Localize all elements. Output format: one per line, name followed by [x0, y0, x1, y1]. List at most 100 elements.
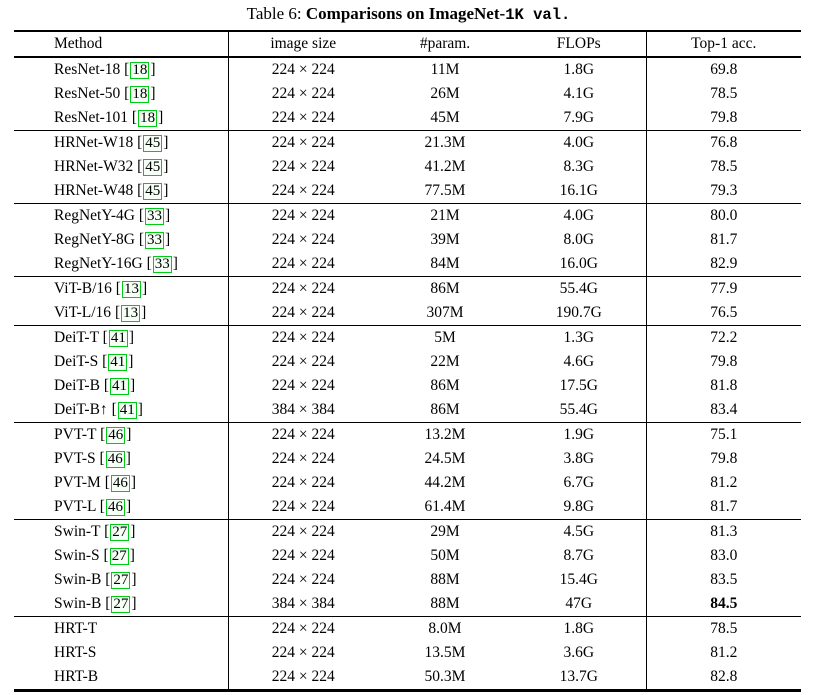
citation-open-bracket: [: [99, 547, 109, 564]
citation-close-bracket: ]: [131, 571, 137, 588]
citation-link[interactable]: 41: [108, 330, 128, 347]
cell-flops: 8.3G: [563, 158, 595, 175]
citation-link[interactable]: 45: [143, 159, 163, 176]
citation-open-bracket: [: [95, 450, 105, 467]
table-row: DeiT-B [41] 224 × 224 86M 17.5G 81.8: [14, 374, 801, 398]
citation-close-bracket: ]: [163, 182, 169, 199]
citation-link[interactable]: 27: [111, 596, 131, 613]
citation-link[interactable]: 45: [143, 135, 163, 152]
citation-link[interactable]: 41: [109, 378, 129, 395]
method-name: Swin-B: [54, 571, 102, 588]
cell-top1-acc: 83.5: [645, 568, 801, 592]
table-row: ResNet-18 [18] 224 × 224 11M 1.8G 69.8: [14, 57, 801, 82]
cell-method: HRNet-W18 [45]: [14, 130, 229, 155]
citation-link[interactable]: 33: [144, 208, 164, 225]
citation-open-bracket: [: [142, 255, 152, 272]
cell-method: ViT-L/16 [13]: [14, 301, 229, 326]
citation-open-bracket: [: [111, 304, 121, 321]
cell-flops: 4.0G: [512, 203, 646, 228]
cell-image-size: 224 × 224: [228, 276, 378, 301]
cell-top1-acc: 81.7: [645, 495, 801, 520]
citation-open-bracket: [: [98, 329, 108, 346]
cell-params: 86M: [430, 377, 460, 394]
citation-close-bracket: ]: [126, 426, 132, 443]
citation-link[interactable]: 33: [152, 256, 172, 273]
method-name: RegNetY-4G: [54, 207, 135, 224]
cell-image-size: 224 × 224: [271, 255, 335, 272]
cell-params: 41.2M: [424, 158, 466, 175]
col-header-flops: FLOPs: [556, 35, 601, 52]
citation-link[interactable]: 41: [108, 354, 128, 371]
cell-flops: 1.8G: [512, 616, 646, 641]
citation-link[interactable]: 46: [106, 427, 126, 444]
cell-method: PVT-L [46]: [14, 495, 229, 520]
cell-params: 307M: [426, 304, 464, 321]
table-row: ViT-B/16 [13] 224 × 224 86M 55.4G 77.9: [14, 276, 801, 301]
cell-top1-acc: 79.8: [645, 447, 801, 471]
citation-link[interactable]: 18: [130, 62, 150, 79]
citation-link[interactable]: 18: [138, 110, 158, 127]
method-name: PVT-T: [54, 426, 97, 443]
method-name: Swin-B: [54, 595, 102, 612]
cell-params: 5M: [378, 325, 512, 350]
cell-method: Swin-B [27]: [14, 568, 229, 592]
table-row: HRT-B 224 × 224 50.3M 13.7G 82.8: [14, 665, 801, 691]
table-row: PVT-S [46] 224 × 224 24.5M 3.8G 79.8: [14, 447, 801, 471]
citation-link[interactable]: 13: [121, 281, 141, 298]
cell-method: Swin-S [27]: [14, 544, 229, 568]
cell-method: HRT-S: [14, 641, 229, 665]
citation-link[interactable]: 27: [110, 524, 130, 541]
citation-link[interactable]: 46: [105, 451, 125, 468]
citation-link[interactable]: 18: [130, 86, 150, 103]
table-row: DeiT-B↑ [41] 384 × 384 86M 55.4G 83.4: [14, 398, 801, 423]
cell-method: ViT-B/16 [13]: [14, 276, 229, 301]
table-row: HRNet-W32 [45] 224 × 224 41.2M 8.3G 78.5: [14, 155, 801, 179]
method-name: PVT-S: [54, 450, 96, 467]
citation-link[interactable]: 27: [109, 548, 129, 565]
citation-link[interactable]: 27: [111, 572, 131, 589]
cell-top1-acc: 81.2: [645, 471, 801, 495]
col-header-top1-acc: Top-1 acc.: [645, 31, 801, 57]
citation-link[interactable]: 45: [143, 183, 163, 200]
cell-params: 21M: [378, 203, 512, 228]
cell-flops: 4.0G: [512, 130, 646, 155]
method-name: RegNetY-16G: [54, 255, 143, 272]
citation-open-bracket: [: [101, 595, 111, 612]
citation-close-bracket: ]: [129, 377, 136, 394]
cell-flops: 16.0G: [559, 255, 598, 272]
citation-link[interactable]: 46: [105, 499, 125, 516]
citation-close-bracket: ]: [130, 523, 136, 540]
citation-open-bracket: [: [133, 134, 143, 151]
table-row: Swin-B [27] 224 × 224 88M 15.4G 83.5: [14, 568, 801, 592]
cell-image-size: 224 × 224: [228, 422, 378, 447]
citation-open-bracket: [: [96, 426, 106, 443]
cell-flops: 4.6G: [563, 353, 595, 370]
cell-method: HRNet-W32 [45]: [14, 155, 229, 179]
cell-flops: 3.6G: [563, 644, 595, 661]
citation-link[interactable]: 46: [110, 475, 130, 492]
cell-top1-acc: 83.4: [645, 398, 801, 423]
method-name: ResNet-50: [54, 85, 121, 102]
method-name: HRT-T: [54, 620, 98, 637]
citation-link[interactable]: 13: [121, 305, 141, 322]
cell-image-size: 224 × 224: [271, 571, 335, 588]
citation-close-bracket: ]: [128, 329, 134, 346]
citation-link[interactable]: 41: [117, 402, 137, 419]
cell-params: 8.0M: [378, 616, 512, 641]
table-row: RegNetY-4G [33] 224 × 224 21M 4.0G 80.0: [14, 203, 801, 228]
citation-close-bracket: ]: [125, 450, 131, 467]
table-row: DeiT-T [41] 224 × 224 5M 1.3G 72.2: [14, 325, 801, 350]
citation-close-bracket: ]: [150, 61, 156, 78]
cell-params: 13.5M: [424, 644, 466, 661]
cell-method: RegNetY-8G [33]: [14, 228, 229, 252]
cell-flops: 8.0G: [563, 231, 595, 248]
table-row: Swin-B [27] 384 × 384 88M 47G 84.5: [14, 592, 801, 617]
citation-open-bracket: [: [100, 474, 110, 491]
table-row: PVT-M [46] 224 × 224 44.2M 6.7G 81.2: [14, 471, 801, 495]
citation-open-bracket: [: [133, 182, 143, 199]
cell-params: 50.3M: [424, 668, 466, 685]
method-name: PVT-M: [54, 474, 101, 491]
citation-open-bracket: [: [111, 280, 121, 297]
cell-top1-acc: 83.0: [645, 544, 801, 568]
citation-link[interactable]: 33: [144, 232, 164, 249]
